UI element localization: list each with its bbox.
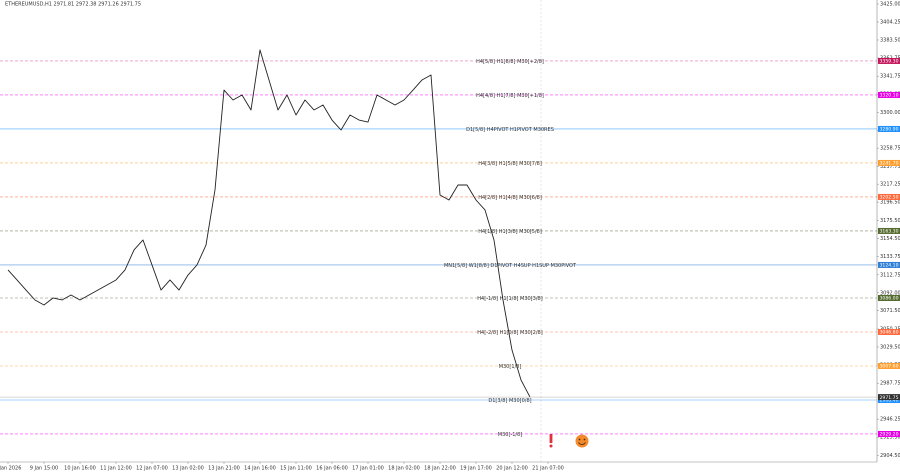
level-price-tag bbox=[878, 362, 900, 369]
x-tick-label: 17 Jan 01:00 bbox=[352, 466, 384, 472]
level-label: M30[1/8] bbox=[499, 364, 522, 370]
level-label: H4[-2/8] H1[0/8] M30[2/8] bbox=[477, 330, 542, 336]
alert-icon bbox=[549, 434, 553, 448]
x-tick-label: 19 Jan 17:00 bbox=[460, 466, 492, 472]
level-price-tag bbox=[878, 91, 900, 98]
level-label: MN1[5/8] W1[8/8] D1PIVOT H4SUP H1SUP M30… bbox=[444, 263, 577, 269]
x-tick-label: 13 Jan 02:00 bbox=[172, 466, 204, 472]
price-line bbox=[7, 49, 531, 398]
x-tick-label: 11 Jan 12:00 bbox=[100, 466, 132, 472]
x-tick-label: 20 Jan 12:00 bbox=[496, 466, 528, 472]
y-tick-label: 3133.75 bbox=[880, 254, 900, 260]
level-price-tag bbox=[878, 261, 900, 268]
level-price-tag bbox=[878, 227, 900, 234]
x-tick-label: 18 Jan 22:00 bbox=[424, 466, 456, 472]
y-tick-label: 3383.50 bbox=[880, 37, 900, 43]
level-label: M30[-1/8] bbox=[498, 432, 522, 438]
x-tick-label: 12 Jan 07:00 bbox=[136, 466, 168, 472]
x-tick-label: 13 Jan 21:00 bbox=[208, 466, 240, 472]
smile-icon bbox=[575, 434, 589, 448]
y-tick-label: 3154.50 bbox=[880, 236, 900, 242]
level-price-label: 3241.70 bbox=[880, 161, 899, 167]
y-tick-label: 2987.75 bbox=[880, 381, 900, 387]
y-tick-label: 3175.50 bbox=[880, 218, 900, 224]
x-tick-label: 21 Jan 07:00 bbox=[532, 466, 564, 472]
level-price-tag bbox=[878, 328, 900, 335]
level-label: H4[4/8] H1[7/8] M30[+1/8] bbox=[476, 93, 544, 99]
chart-title: ETHEREUMUSD,H1 2971.81 2972.38 2971.26 2… bbox=[5, 2, 141, 8]
level-label: D1[3/8] M30[0/8] bbox=[488, 398, 531, 404]
level-price-tag bbox=[878, 57, 900, 64]
y-tick-label: 3341.75 bbox=[880, 74, 900, 80]
last-price-tag bbox=[878, 394, 900, 401]
level-label: H4[2/8] H1[4/8] M30[6/8] bbox=[478, 195, 542, 201]
x-tick-label: 8 Jan 2026 bbox=[0, 466, 21, 472]
y-tick-label: 2946.25 bbox=[880, 417, 900, 423]
level-price-label: 3124.10 bbox=[880, 263, 899, 269]
y-tick-label: 3112.75 bbox=[880, 272, 900, 278]
level-price-tag bbox=[878, 159, 900, 166]
level-price-tag bbox=[878, 430, 900, 437]
level-price-tag bbox=[878, 193, 900, 200]
last-price-label: 2971.75 bbox=[880, 395, 899, 401]
y-tick-label: 2925.50 bbox=[880, 435, 900, 441]
level-price-label: 3359.30 bbox=[880, 59, 899, 65]
level-label: D1[5/8] H4PIVOT H1PIVOT M30RES bbox=[466, 127, 554, 133]
level-price-tag bbox=[878, 294, 900, 301]
y-tick-label: 3404.25 bbox=[880, 19, 900, 25]
x-tick-label: 10 Jan 16:00 bbox=[64, 466, 96, 472]
x-tick-label: 14 Jan 16:00 bbox=[244, 466, 276, 472]
level-price-label: 3046.80 bbox=[880, 330, 899, 336]
level-label: H4[5/8] H1[8/8] M30[+2/8] bbox=[476, 59, 544, 65]
level-price-label: 3280.90 bbox=[880, 127, 899, 133]
level-price-label: 2929.20 bbox=[880, 432, 899, 438]
y-tick-label: 3425.00 bbox=[880, 1, 900, 7]
y-tick-label: 3217.25 bbox=[880, 182, 900, 188]
level-price-label: 2968.40 bbox=[880, 398, 899, 404]
level-label: H4[1/8] H1[3/8] M30[5/8] bbox=[478, 229, 542, 235]
x-tick-label: 16 Jan 06:00 bbox=[316, 466, 348, 472]
level-price-label: 3163.30 bbox=[880, 229, 899, 235]
y-tick-label: 3196.50 bbox=[880, 200, 900, 206]
x-tick-label: 15 Jan 11:00 bbox=[280, 466, 312, 472]
x-tick-label: 9 Jan 15:00 bbox=[30, 466, 58, 472]
y-tick-label: 2904.50 bbox=[880, 453, 900, 459]
x-tick-label: 18 Jan 02:00 bbox=[388, 466, 420, 472]
y-tick-label: 3237.75 bbox=[880, 164, 900, 170]
level-price-label: 3202.50 bbox=[880, 195, 899, 201]
y-tick-label: 3029.50 bbox=[880, 344, 900, 350]
level-price-label: 3320.10 bbox=[880, 93, 899, 99]
level-price-label: 3086.00 bbox=[880, 296, 899, 302]
y-tick-label: 3092.00 bbox=[880, 290, 900, 296]
level-price-tag bbox=[878, 125, 900, 132]
level-label: H4[-1/8] H1[1/8] M30[3/8] bbox=[477, 296, 542, 302]
y-tick-label: 3071.50 bbox=[880, 308, 900, 314]
level-price-label: 3007.60 bbox=[880, 364, 899, 370]
y-tick-label: 3300.00 bbox=[880, 110, 900, 116]
y-tick-label: 3258.75 bbox=[880, 146, 900, 152]
level-label: H4[3/8] H1[5/8] M30[7/8] bbox=[478, 161, 542, 167]
